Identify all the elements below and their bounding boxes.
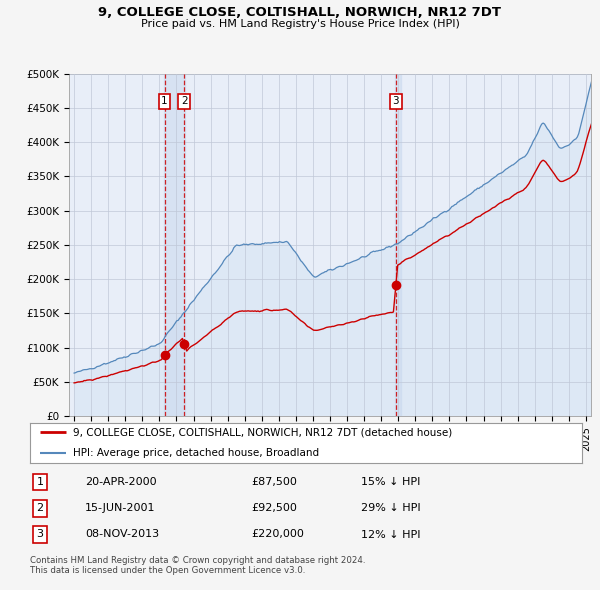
Text: HPI: Average price, detached house, Broadland: HPI: Average price, detached house, Broa…: [73, 448, 319, 458]
Text: 2: 2: [37, 503, 43, 513]
Text: 2: 2: [181, 96, 188, 106]
Text: £87,500: £87,500: [251, 477, 296, 487]
Text: £92,500: £92,500: [251, 503, 296, 513]
Text: 15-JUN-2001: 15-JUN-2001: [85, 503, 156, 513]
Text: 9, COLLEGE CLOSE, COLTISHALL, NORWICH, NR12 7DT: 9, COLLEGE CLOSE, COLTISHALL, NORWICH, N…: [98, 6, 502, 19]
Text: 1: 1: [161, 96, 168, 106]
Bar: [164, 74, 185, 416]
Text: 9, COLLEGE CLOSE, COLTISHALL, NORWICH, NR12 7DT (detached house): 9, COLLEGE CLOSE, COLTISHALL, NORWICH, N…: [73, 427, 452, 437]
Text: Price paid vs. HM Land Registry's House Price Index (HPI): Price paid vs. HM Land Registry's House …: [140, 19, 460, 29]
Text: Contains HM Land Registry data © Crown copyright and database right 2024.: Contains HM Land Registry data © Crown c…: [30, 556, 365, 565]
Text: 15% ↓ HPI: 15% ↓ HPI: [361, 477, 421, 487]
Bar: [395, 74, 401, 416]
Text: £220,000: £220,000: [251, 529, 304, 539]
Text: 08-NOV-2013: 08-NOV-2013: [85, 529, 160, 539]
Text: 1: 1: [37, 477, 43, 487]
Text: 3: 3: [37, 529, 43, 539]
Text: 3: 3: [392, 96, 399, 106]
Text: This data is licensed under the Open Government Licence v3.0.: This data is licensed under the Open Gov…: [30, 566, 305, 575]
Text: 12% ↓ HPI: 12% ↓ HPI: [361, 529, 421, 539]
Text: 20-APR-2000: 20-APR-2000: [85, 477, 157, 487]
Text: 29% ↓ HPI: 29% ↓ HPI: [361, 503, 421, 513]
